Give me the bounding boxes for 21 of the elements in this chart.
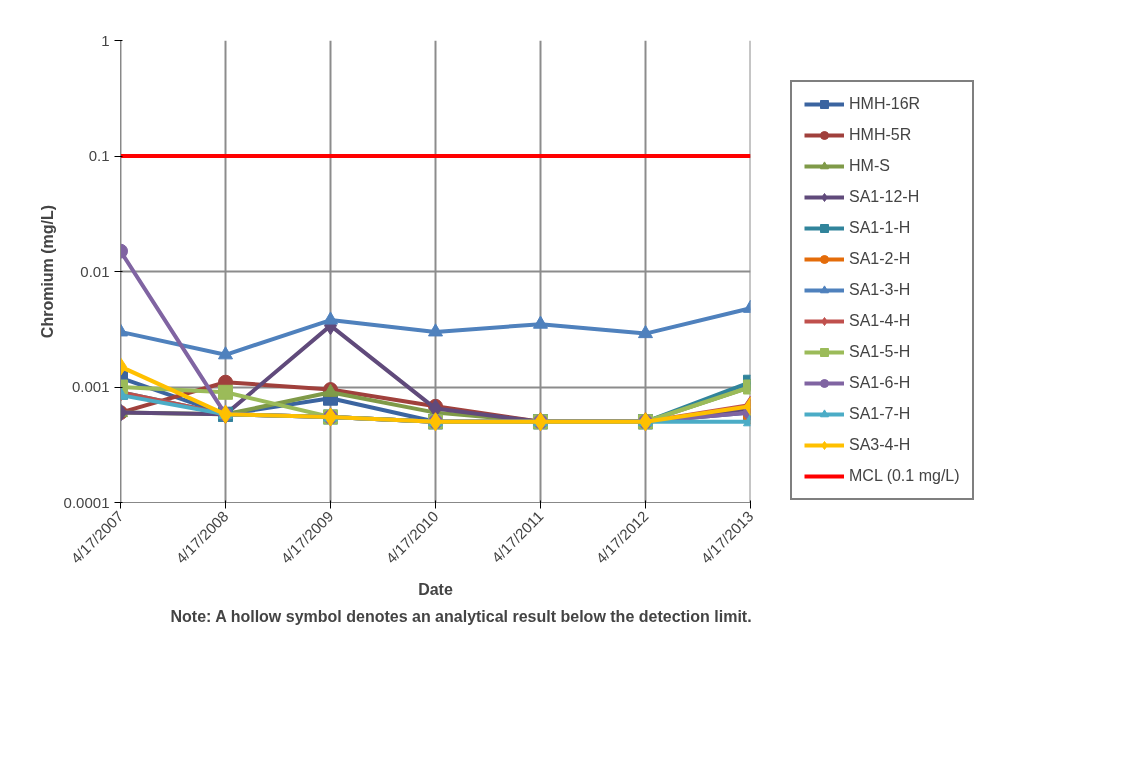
y-tick-label: 1: [101, 31, 110, 49]
x-axis-title: Date: [418, 580, 453, 598]
legend-label: SA1-7-H: [849, 405, 911, 423]
legend-label: SA1-6-H: [849, 374, 911, 392]
legend-label: SA3-4-H: [849, 436, 911, 454]
legend-label: SA1-3-H: [849, 281, 911, 299]
legend-label: HM-S: [849, 157, 890, 175]
legend-label: SA1-2-H: [849, 250, 911, 268]
text: Note: A hollow symbol denotes an analytical result below the detection limit.: [170, 607, 752, 625]
y-axis-title: Chromium (mg/L): [38, 204, 56, 339]
legend-label: SA1-4-H: [849, 312, 911, 330]
legend-label: MCL (0.1 mg/L): [849, 467, 960, 485]
legend-label: SA1-12-H: [849, 188, 920, 206]
y-tick-label: 0.01: [80, 262, 110, 280]
y-tick-label: 0.0001: [63, 493, 110, 511]
legend-label: HMH-5R: [849, 126, 912, 144]
legend-label: SA1-1-H: [849, 219, 911, 237]
legend-label: SA1-5-H: [849, 343, 911, 361]
y-tick-label: 0.1: [88, 147, 110, 164]
y-tick-label: 0.001: [71, 378, 110, 395]
legend-label: HMH-16R: [849, 95, 921, 113]
